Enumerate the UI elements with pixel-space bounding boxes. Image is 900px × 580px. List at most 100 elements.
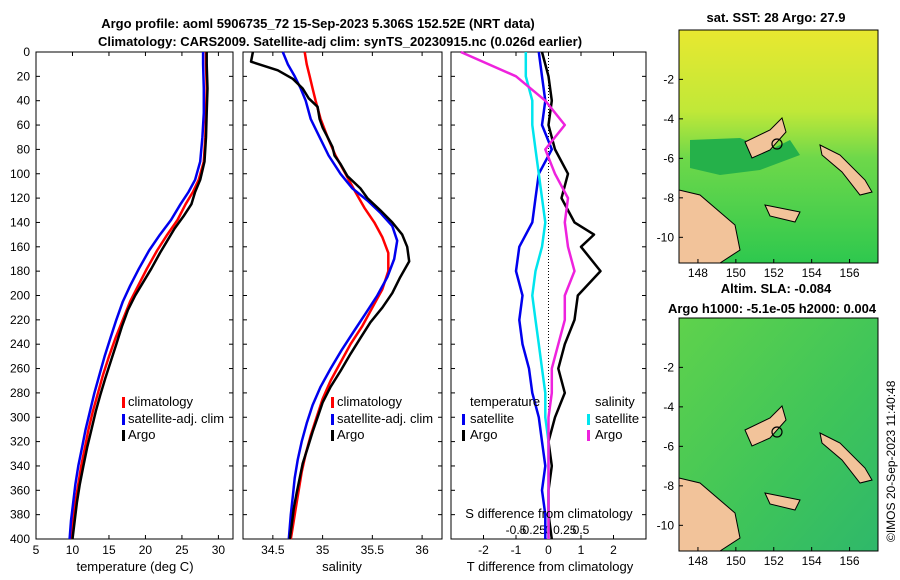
sla-map-ticks: 148 150 152 154 156 -2 -4 -6 -8 -10	[657, 360, 860, 568]
map-x-tick-label: 154	[802, 554, 822, 568]
temperature-plot: 0 20 40 60 80 100 120 140 160 180 200 220 240 260 280 3…	[10, 45, 233, 557]
x-tick-label: 15	[102, 543, 116, 557]
x-tick-label: 36	[415, 543, 429, 557]
sla-map-subtitle: Argo h1000: -5.1e-05 h2000: 0.004	[668, 301, 877, 316]
x-tick-label: 30	[212, 543, 226, 557]
y-tick-label: 340	[10, 459, 30, 473]
map-y-tick-label: -4	[663, 400, 674, 414]
map-x-tick-label: 156	[840, 554, 860, 568]
x-tick-label: -2	[478, 543, 489, 557]
series-line-argo	[249, 51, 411, 540]
x-tick-label: 25	[175, 543, 189, 557]
temperature-legend: climatology satellite-adj. clim Argo	[122, 394, 224, 442]
sst-map	[678, 29, 879, 264]
sla-land-islands	[764, 492, 801, 511]
sst-map-frame	[678, 29, 879, 264]
legend-label-argo: Argo	[128, 427, 155, 442]
y-tick-label: 40	[17, 94, 31, 108]
map-y-tick-label: -10	[657, 518, 675, 532]
x-tick-label: 2	[610, 543, 617, 557]
sst-map-title: sat. SST: 28 Argo: 27.9	[707, 10, 846, 25]
difference-legend: temperature satellite Argo salinity sate…	[462, 394, 639, 442]
series-line-satellite-adj-clim	[68, 52, 206, 540]
series-line-t-argo	[540, 51, 602, 540]
difference-plot: -2 -1 0 1 2-0.5-0.25 0 0.250.5	[451, 50, 646, 557]
figure-title-line2: Climatology: CARS2009. Satellite-adj cli…	[98, 34, 582, 49]
map-x-tick-label: 148	[688, 554, 708, 568]
legend-swatch-climatology	[122, 397, 125, 408]
x-tick-label: 10	[66, 543, 80, 557]
map-y-tick-label: -8	[663, 191, 674, 205]
salinity-xlabel: salinity	[322, 559, 362, 574]
map-y-tick-label: -6	[663, 439, 674, 453]
legend-label-satellite: satellite-adj. clim	[337, 411, 433, 426]
map-x-tick-label: 154	[802, 266, 822, 280]
y-tick-label: 0	[23, 45, 30, 59]
legend-label-t-satellite: satellite	[470, 411, 514, 426]
sla-map	[678, 317, 879, 552]
legend-swatch-t-satellite	[462, 414, 465, 425]
y-tick-label: 380	[10, 508, 30, 522]
series-line-argo	[71, 52, 209, 540]
figure-title-line1: Argo profile: aoml 5906735_72 15-Sep-202…	[101, 16, 535, 31]
legend-swatch-argo	[122, 430, 125, 441]
map-x-tick-label: 156	[840, 266, 860, 280]
y-tick-label: 180	[10, 264, 30, 278]
legend-label-satellite: satellite-adj. clim	[128, 411, 224, 426]
temperature-xlabel: temperature (deg C)	[76, 559, 193, 574]
map-y-tick-label: -10	[657, 230, 675, 244]
y-tick-label: 320	[10, 435, 30, 449]
sst-land-newbritain	[744, 117, 787, 159]
map-y-tick-label: -8	[663, 479, 674, 493]
map-y-tick-label: -6	[663, 151, 674, 165]
y-tick-label: 360	[10, 483, 30, 497]
sla-land-bougainville	[819, 432, 873, 484]
series-line-climatology	[289, 51, 390, 540]
sla-land-newbritain	[744, 405, 787, 447]
y-tick-label: 240	[10, 337, 30, 351]
map-y-tick-label: -2	[663, 360, 674, 374]
x-tick-label-top: 0.25	[553, 523, 577, 537]
sst-land-islands	[764, 204, 801, 223]
legend-label-s-argo: Argo	[595, 427, 622, 442]
x-tick-label: 1	[578, 543, 585, 557]
legend-label-s-satellite: satellite	[595, 411, 639, 426]
series-line-satellite-adj-clim	[281, 51, 399, 540]
difference-xlabel-top: S difference from climatology	[465, 506, 633, 521]
salinity-plot: 34.5 35 35.5 36	[243, 51, 442, 557]
legend-swatch-satellite	[122, 414, 125, 425]
y-tick-label: 300	[10, 410, 30, 424]
x-tick-label: -1	[511, 543, 522, 557]
y-tick-label: 20	[17, 69, 31, 83]
series-line-s-argo	[460, 50, 576, 539]
x-tick-label: 34.5	[261, 543, 285, 557]
sst-argo-marker	[771, 138, 783, 150]
y-tick-label: 140	[10, 215, 30, 229]
legend-swatch-t-argo	[462, 430, 465, 441]
salinity-panel-legend: climatology satellite-adj. clim Argo	[331, 394, 433, 442]
y-tick-label: 100	[10, 167, 30, 181]
sst-land-bougainville	[819, 144, 873, 196]
y-tick-label: 220	[10, 313, 30, 327]
map-x-tick-label: 150	[726, 554, 746, 568]
y-tick-label: 60	[17, 118, 31, 132]
map-y-tick-label: -2	[663, 72, 674, 86]
sst-warm-patch	[690, 138, 800, 175]
difference-xlabel: T difference from climatology	[467, 559, 634, 574]
sla-argo-marker	[771, 426, 783, 438]
salinity-panel-frame	[242, 51, 443, 540]
x-tick-label: 0	[545, 543, 552, 557]
imos-watermark: ©IMOS 20-Sep-2023 11:40:48	[884, 380, 898, 542]
map-x-tick-label: 148	[688, 266, 708, 280]
series-line-t-satellite	[514, 51, 554, 539]
legend-label-argo: Argo	[337, 427, 364, 442]
map-x-tick-label: 150	[726, 266, 746, 280]
x-tick-label: 20	[139, 543, 153, 557]
y-tick-label: 80	[17, 142, 31, 156]
legend-swatch-s-argo	[587, 430, 590, 441]
x-tick-label: 35	[316, 543, 330, 557]
x-tick-label: 5	[33, 543, 40, 557]
legend-label-climatology: climatology	[337, 394, 403, 409]
x-tick-label-top: -0.5	[506, 523, 527, 537]
